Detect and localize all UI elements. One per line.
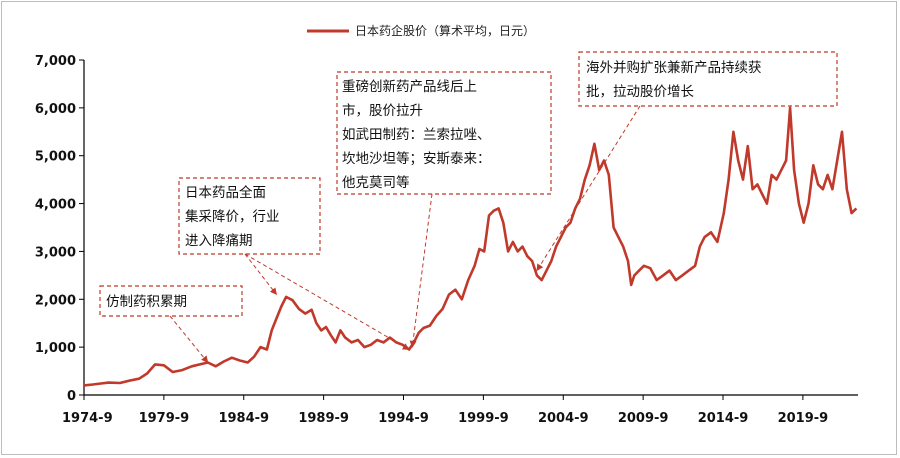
annotation-line: 市，股价拉升 xyxy=(342,102,423,119)
x-tick-label: 1984-9 xyxy=(218,411,269,426)
annotation-generic-accumulation: 仿制药积累期 xyxy=(99,285,243,364)
annotation-line: 如武田制药：兰索拉唑、 xyxy=(342,127,491,143)
annotation-line: 日本药品全面 xyxy=(185,184,266,201)
annotation-price-cut-period: 日本药品全面 集采降价，行业 进入降痛期 xyxy=(178,177,410,350)
annotation-line: 进入降痛期 xyxy=(185,232,253,249)
x-tick-label: 1989-9 xyxy=(298,411,349,426)
annotation-line: 批，拉动股价增长 xyxy=(586,84,694,100)
y-axis-ticks: 0 1,000 2,000 3,000 4,000 5,000 6,000 7,000 xyxy=(35,54,84,404)
y-tick-label: 2,000 xyxy=(35,293,76,308)
annotation-overseas-ma: 海外并购扩张兼新产品持续获 批，拉动股价增长 xyxy=(536,51,838,272)
x-tick-label: 2014-9 xyxy=(698,411,749,426)
series-line xyxy=(83,106,858,387)
x-tick-label: 2019-9 xyxy=(778,411,829,426)
x-tick-label: 2009-9 xyxy=(618,411,669,426)
y-tick-label: 1,000 xyxy=(35,341,76,356)
x-tick-label: 2004-9 xyxy=(538,411,589,426)
x-tick-label: 1979-9 xyxy=(139,411,190,426)
annotation-box xyxy=(178,177,321,255)
annotation-arrow xyxy=(409,193,433,348)
annotation-box xyxy=(99,285,243,317)
y-tick-label: 0 xyxy=(67,389,76,404)
y-tick-label: 4,000 xyxy=(35,198,76,213)
annotation-arrow xyxy=(536,105,641,272)
y-tick-label: 7,000 xyxy=(35,54,76,69)
annotation-innovative-drugs: 重磅创新药产品线后上 市，股价拉升 如武田制药：兰索拉唑、 坎地沙坦等；安斯泰来… xyxy=(336,71,552,348)
y-tick-label: 6,000 xyxy=(35,102,76,117)
annotation-line: 他克莫司等 xyxy=(342,174,410,191)
annotation-box xyxy=(578,51,838,107)
legend-label: 日本药企股价（算术平均，日元） xyxy=(355,23,535,38)
x-tick-label: 1974-9 xyxy=(62,411,113,426)
annotation-arrow xyxy=(244,253,277,296)
x-tick-label: 1994-9 xyxy=(378,411,429,426)
annotation-line: 坎地沙坦等；安斯泰来： xyxy=(342,150,491,167)
annotation-line: 重磅创新药产品线后上 xyxy=(342,78,477,95)
annotation-line: 海外并购扩张兼新产品持续获 xyxy=(586,60,762,76)
y-tick-label: 3,000 xyxy=(35,245,76,260)
annotation-box xyxy=(336,71,552,195)
annotation-line: 集采降价，行业 xyxy=(185,209,280,225)
x-tick-label: 1999-9 xyxy=(458,411,509,426)
annotation-arrow xyxy=(169,315,209,364)
legend: 日本药企股价（算术平均，日元） xyxy=(307,23,535,38)
y-tick-label: 5,000 xyxy=(35,150,76,165)
annotation-line: 仿制药积累期 xyxy=(106,294,187,310)
x-axis-ticks: 1974-9 1979-9 1984-9 1989-9 1994-9 1999-9 2004… xyxy=(62,395,828,426)
annotation-arrow xyxy=(244,253,410,350)
